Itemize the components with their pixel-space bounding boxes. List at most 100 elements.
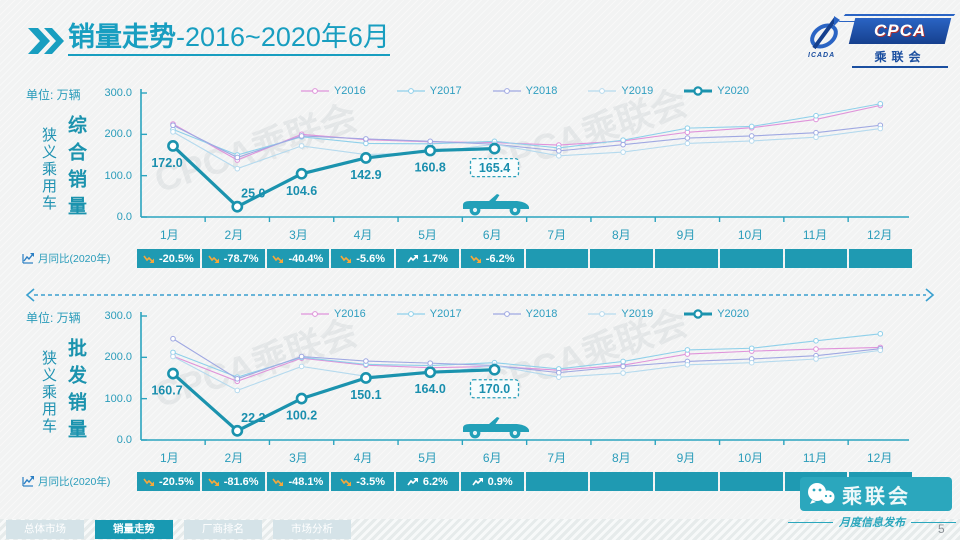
value-label: 165.4 bbox=[479, 161, 510, 175]
data-point bbox=[170, 122, 176, 129]
data-point bbox=[234, 376, 241, 382]
month-label: 2月 bbox=[224, 228, 244, 242]
legend-item-y2016: Y2016 bbox=[300, 85, 366, 97]
legend-swatch bbox=[492, 311, 521, 317]
y-axis-tick-label: 100.0 bbox=[104, 169, 132, 182]
page-title-main: 销量走势 bbox=[68, 22, 176, 52]
yoy-cell: -81.6% bbox=[201, 472, 265, 491]
trend-down-icon bbox=[340, 478, 352, 486]
series-line-y2016 bbox=[172, 346, 881, 382]
data-point bbox=[363, 358, 369, 364]
data-point bbox=[363, 136, 369, 142]
section-separator bbox=[25, 288, 935, 302]
footer-tab-inactive[interactable]: 市场分析 bbox=[273, 520, 351, 539]
data-point bbox=[231, 424, 244, 437]
yoy-value: -78.7% bbox=[223, 252, 259, 265]
unit-label: 单位: 万辆 bbox=[26, 88, 81, 102]
yoy-cell bbox=[719, 249, 783, 268]
data-point bbox=[298, 143, 305, 149]
data-point bbox=[167, 140, 179, 152]
footer-tab-inactive[interactable]: 总体市场 bbox=[6, 520, 84, 539]
value-label: 170.0 bbox=[479, 382, 510, 396]
month-label: 5月 bbox=[418, 228, 437, 242]
data-point bbox=[877, 125, 884, 132]
yoy-value: -81.6% bbox=[223, 475, 259, 488]
y-axis-tick-label: 0.0 bbox=[116, 434, 132, 446]
trend-down-icon bbox=[272, 255, 284, 263]
legend-item-y2020: Y2020 bbox=[683, 308, 749, 320]
month-label: 12月 bbox=[866, 451, 893, 465]
yoy-cell: 6.2% bbox=[396, 472, 459, 491]
line-chart-plot: 172.0 25.0 104.6 142.9 160.8 165.4 bbox=[137, 85, 912, 235]
header: 销量走势-2016~2020年6月 bbox=[26, 22, 390, 56]
data-point bbox=[556, 369, 562, 376]
chart-legend: Y2016 Y2017 Y2018 Y2019 Y2020 bbox=[137, 84, 912, 98]
data-point bbox=[813, 112, 819, 119]
yoy-value: 0.9% bbox=[487, 475, 513, 488]
legend-label: Y2018 bbox=[525, 308, 558, 320]
data-point bbox=[877, 330, 884, 337]
measure-label: 批发销量 bbox=[65, 338, 86, 446]
yoy-value: -5.6% bbox=[356, 252, 385, 265]
trend-chart-icon bbox=[22, 253, 34, 264]
yoy-value: 1.7% bbox=[422, 252, 448, 265]
legend-item-y2018: Y2018 bbox=[492, 308, 558, 320]
footer-tab-active[interactable]: 销量走势 bbox=[95, 520, 173, 539]
y-axis-tick-label: 300.0 bbox=[104, 87, 132, 99]
month-axis: 1月 2月 3月 4月 5月 6月 7月 8月 9月 10月 11月 12月 bbox=[137, 226, 912, 243]
data-point bbox=[427, 138, 434, 145]
legend-item-y2016: Y2016 bbox=[300, 308, 366, 320]
value-label: 160.8 bbox=[415, 161, 446, 175]
data-point bbox=[234, 165, 241, 172]
yoy-cell bbox=[655, 472, 718, 491]
data-point bbox=[620, 137, 626, 143]
yoy-cell: 1.7% bbox=[396, 249, 459, 268]
legend-label: Y2016 bbox=[333, 308, 366, 320]
page-number: 5 bbox=[938, 522, 945, 536]
data-point bbox=[359, 372, 372, 384]
month-label: 7月 bbox=[547, 228, 567, 242]
data-point bbox=[877, 100, 884, 107]
value-label: 142.9 bbox=[350, 168, 381, 182]
data-point bbox=[427, 360, 434, 366]
footer-tab-inactive[interactable]: 厂商排名 bbox=[184, 520, 262, 539]
wechat-account-name: 乘联会 bbox=[842, 485, 911, 508]
trend-down-icon bbox=[470, 255, 481, 263]
data-point bbox=[231, 200, 244, 213]
trend-down-icon bbox=[208, 255, 219, 263]
month-label: 11月 bbox=[802, 228, 828, 242]
data-point bbox=[748, 138, 755, 144]
yoy-cell: -6.2% bbox=[460, 249, 524, 268]
data-point bbox=[813, 346, 819, 352]
yoy-band: -20.5% -78.7% -40.4% -5.6% 1.7% -6.2% bbox=[137, 249, 912, 268]
yoy-cell bbox=[590, 249, 653, 268]
data-point bbox=[359, 152, 372, 164]
chart-legend: Y2016 Y2017 Y2018 Y2019 Y2020 bbox=[137, 307, 912, 321]
yoy-cell bbox=[655, 249, 718, 268]
month-label: 10月 bbox=[737, 228, 764, 242]
boxed-value-label bbox=[469, 379, 520, 399]
yoy-cell: -40.4% bbox=[266, 249, 330, 268]
trend-down-icon bbox=[340, 255, 352, 263]
car-icon bbox=[463, 194, 529, 216]
value-label: 172.0 bbox=[151, 156, 182, 170]
data-point bbox=[813, 356, 819, 362]
cpca-acronym: CPCA bbox=[873, 21, 927, 40]
data-point bbox=[556, 148, 562, 154]
vehicle-group-label: 狭义乘用车 bbox=[40, 350, 57, 435]
yoy-cell: -3.5% bbox=[331, 472, 394, 491]
legend-label: Y2019 bbox=[621, 85, 654, 97]
data-point bbox=[684, 347, 691, 353]
yoy-cell: 0.9% bbox=[460, 472, 524, 491]
month-axis: 1月 2月 3月 4月 5月 6月 7月 8月 9月 10月 11月 12月 bbox=[137, 449, 912, 466]
yoy-value: -3.5% bbox=[356, 475, 385, 488]
legend-item-y2019: Y2019 bbox=[587, 308, 653, 320]
value-label: 104.6 bbox=[286, 184, 317, 198]
data-point bbox=[620, 363, 626, 370]
trend-down-icon bbox=[143, 255, 154, 263]
trend-up-icon bbox=[471, 477, 483, 485]
series-line-y2020 bbox=[171, 144, 495, 209]
yoy-value: -40.4% bbox=[288, 252, 324, 265]
data-point bbox=[813, 134, 819, 141]
